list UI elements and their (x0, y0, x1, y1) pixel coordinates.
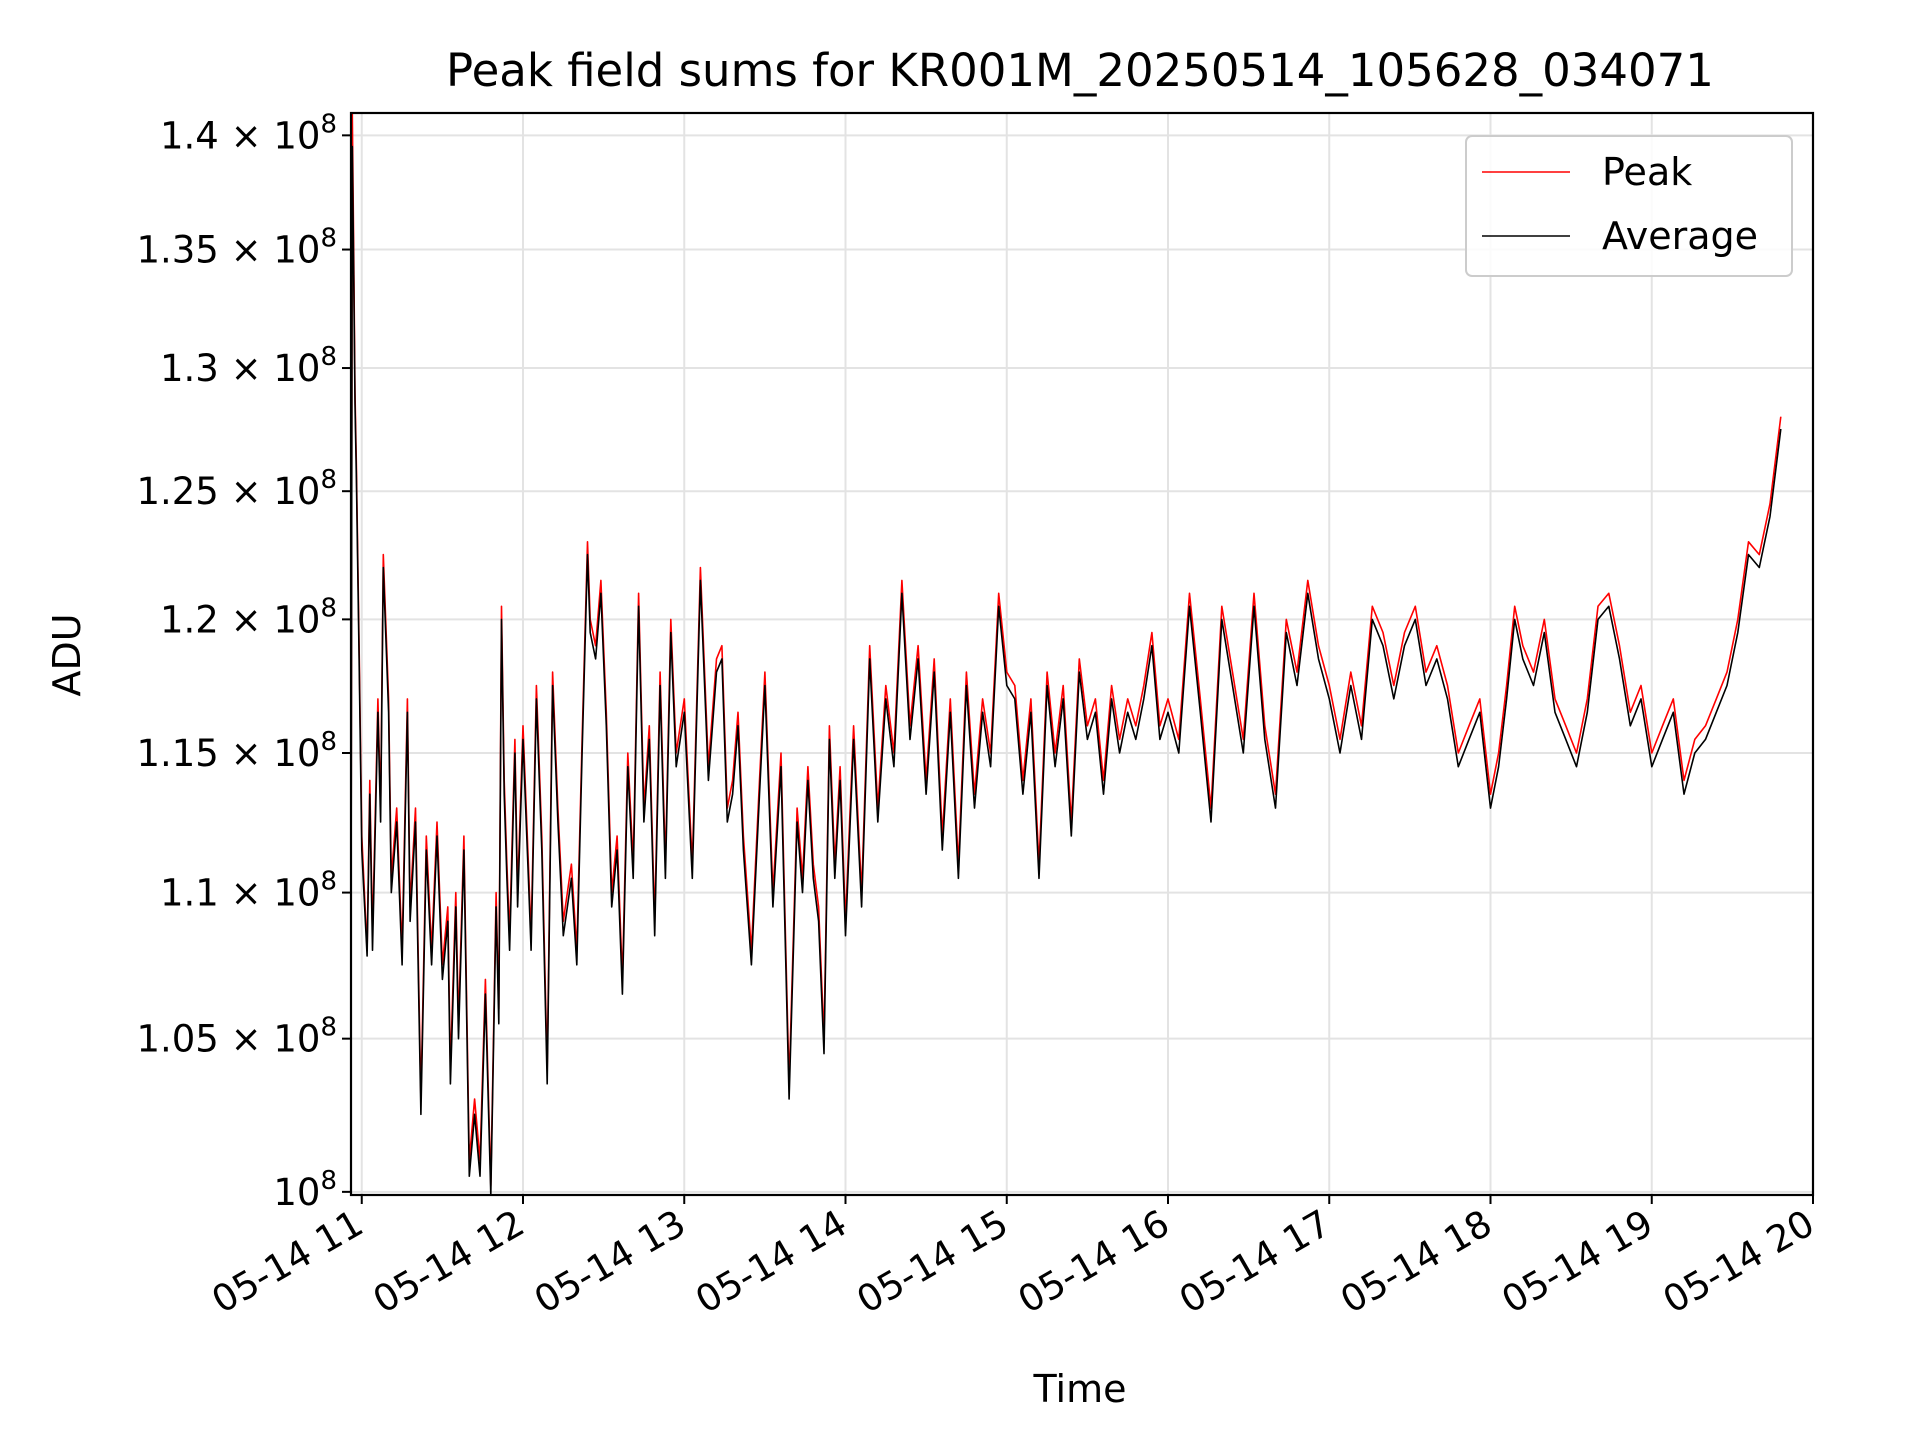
y-tick-exponent: 8 (320, 867, 337, 897)
y-tick-base: 1.15 × 10 (136, 732, 320, 775)
y-tick-label: 1.05 × 108 (136, 1013, 337, 1061)
y-tick-base: 1.05 × 10 (136, 1018, 320, 1061)
y-tick-exponent: 8 (320, 1166, 337, 1196)
y-tick-label: 108 (273, 1166, 337, 1214)
y-tick-label: 1.15 × 108 (136, 727, 337, 775)
legend-box (1465, 135, 1793, 277)
y-tick-exponent: 8 (320, 465, 337, 495)
chart-title: Peak field sums for KR001M_20250514_1056… (446, 44, 1714, 97)
y-tick-label: 1.2 × 108 (160, 593, 337, 641)
y-tick-exponent: 8 (320, 109, 337, 139)
y-tick-base: 1.3 × 10 (160, 347, 320, 390)
legend-label-peak: Peak (1602, 150, 1692, 194)
series-layer (350, 112, 1782, 1196)
y-tick-base: 1.35 × 10 (136, 229, 320, 272)
y-tick-base: 1.1 × 10 (160, 872, 320, 915)
plot-frame (349, 111, 1815, 1197)
y-tick-label: 1.35 × 108 (136, 224, 337, 272)
y-tick-base: 10 (273, 1171, 320, 1214)
y-tick-label: 1.25 × 108 (136, 465, 337, 513)
y-tick-base: 1.2 × 10 (160, 598, 320, 641)
y-tick-label: 1.3 × 108 (160, 342, 337, 390)
y-tick-exponent: 8 (320, 342, 337, 372)
y-tick-exponent: 8 (320, 593, 337, 623)
series-line-average (350, 145, 1782, 1196)
y-tick-label: 1.1 × 108 (160, 867, 337, 915)
legend: Peak Average (1465, 135, 1793, 277)
y-tick-exponent: 8 (320, 224, 337, 254)
x-axis-label: Time (1033, 1367, 1127, 1411)
y-tick-label: 1.4 × 108 (160, 109, 337, 157)
y-axis-label: ADU (45, 613, 89, 696)
y-tick-base: 1.25 × 10 (136, 470, 320, 513)
legend-label-average: Average (1602, 214, 1758, 258)
y-tick-base: 1.4 × 10 (160, 114, 320, 157)
y-tick-exponent: 8 (320, 727, 337, 757)
y-tick-exponent: 8 (320, 1013, 337, 1043)
